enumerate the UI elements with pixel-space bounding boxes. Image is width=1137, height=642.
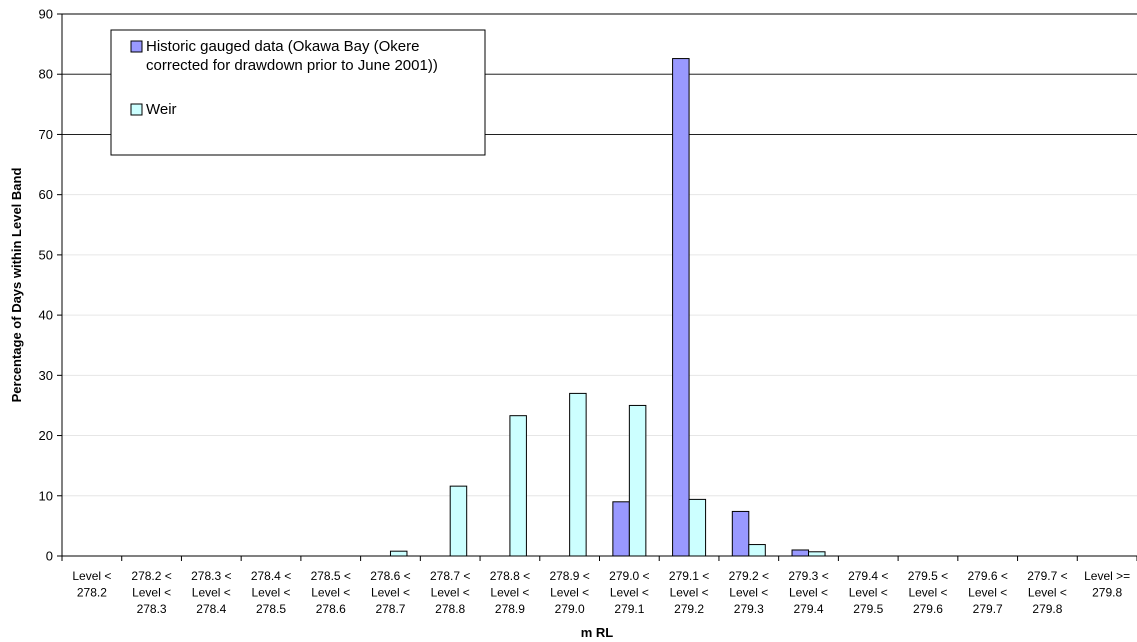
y-tick-label: 50 — [39, 247, 53, 262]
x-tick-label: 279.6 < Level <279.7 — [968, 569, 1008, 616]
x-tick-label: 278.7 < Level <278.8 — [430, 569, 470, 616]
x-tick-label: 278.3 < Level <278.4 — [191, 569, 231, 616]
y-tick-label: 70 — [39, 127, 53, 142]
y-tick-label: 40 — [39, 308, 53, 323]
bar-series1-cat12 — [731, 510, 750, 557]
x-tick-label: 279.0 < Level <279.1 — [609, 569, 649, 616]
y-tick-label: 0 — [46, 549, 53, 564]
x-tick-label: 278.9 < Level <279.0 — [549, 569, 589, 616]
x-tick-label: Level >= 279.8 — [1084, 569, 1130, 600]
x-tick-label: 279.1 < Level <279.2 — [669, 569, 709, 616]
x-tick-label: 279.4 < Level <279.5 — [848, 569, 888, 616]
legend-box — [110, 29, 486, 156]
x-tick-label: 279.2 < Level <279.3 — [729, 569, 769, 616]
x-tick-label: 278.6 < Level <278.7 — [370, 569, 410, 616]
x-tick-label: 278.5 < Level <278.6 — [311, 569, 351, 616]
y-tick-label: 10 — [39, 488, 53, 503]
bar-series2-cat6 — [389, 550, 408, 557]
bar-series2-cat13 — [808, 551, 826, 557]
bars — [389, 58, 826, 557]
legend-swatch-2 — [130, 103, 143, 116]
x-axis-title: m RL — [581, 625, 614, 640]
bar-series2-cat10 — [628, 404, 647, 557]
bar-series1-cat10 — [612, 501, 630, 557]
bar-series2-cat11 — [688, 498, 707, 557]
bar-series1-cat13 — [791, 549, 810, 557]
legend: Historic gauged data (Okawa Bay (Okere co… — [110, 29, 486, 156]
x-tick-label: 279.7 < Level <279.8 — [1027, 569, 1067, 616]
legend-label-2: Weir — [146, 101, 177, 118]
x-tick-label: 278.4 < Level <278.5 — [251, 569, 291, 616]
bar-series2-cat8 — [509, 415, 527, 557]
bar-series2-cat9 — [569, 392, 587, 557]
y-tick-label: 90 — [39, 7, 53, 22]
legend-swatch-1 — [130, 40, 143, 53]
y-tick-labels: 0 10 20 30 40 50 60 70 80 90 — [39, 7, 53, 564]
y-tick-label: 20 — [39, 428, 53, 443]
y-axis-title: Percentage of Days within Level Band — [9, 168, 24, 403]
y-tick-label: 60 — [39, 187, 53, 202]
axes — [57, 13, 1137, 561]
legend-label-1: Historic gauged data (Okawa Bay (Okere co… — [146, 38, 438, 74]
bar-series1-cat11 — [672, 58, 690, 557]
y-tick-label: 80 — [39, 67, 53, 82]
x-tick-label: 278.2 < Level <278.3 — [131, 569, 171, 616]
y-tick-label: 30 — [39, 368, 53, 383]
x-tick-label: 278.8 < Level <278.9 — [490, 569, 530, 616]
bar-series2-cat12 — [748, 544, 766, 557]
x-tick-label: 279.3 < Level <279.4 — [788, 569, 828, 616]
bar-series2-cat7 — [449, 485, 468, 557]
x-tick-labels: Level <278.2 278.2 < Level <278.3 278.3 < Le… — [72, 569, 1130, 616]
x-tick-label: Level <278.2 — [72, 569, 111, 600]
x-tick-label: 279.5 < Level <279.6 — [908, 569, 948, 616]
